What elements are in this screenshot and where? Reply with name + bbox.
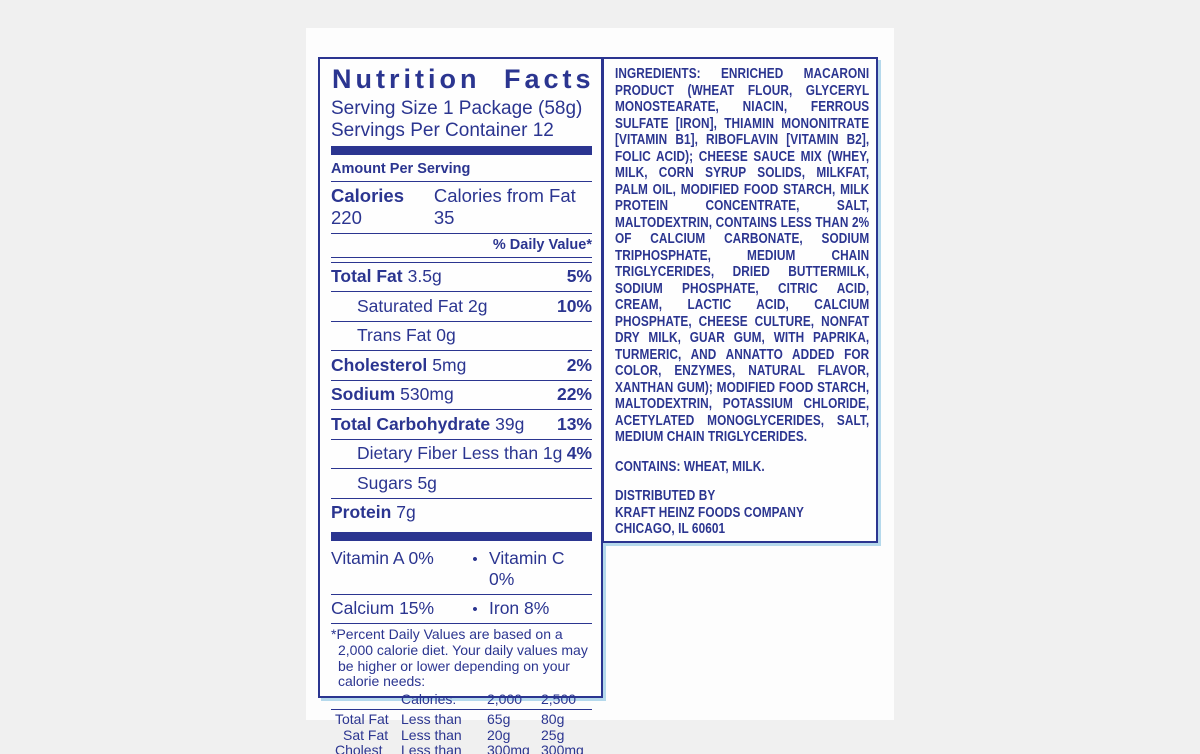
nutrient-name: Sodium	[331, 384, 396, 404]
serving-size: Serving Size 1 Package (58g)	[331, 98, 583, 119]
dv-table-calories-label: Calories:	[401, 691, 457, 708]
dv-table-row-total-fat: Total Fat Less than 65g 80g	[331, 712, 592, 728]
daily-value-header: % Daily Value*	[492, 237, 592, 253]
nutrient-amount: 2g	[468, 295, 488, 316]
nutrient-amount: 5g	[417, 472, 437, 493]
nutrient-name: Cholesterol	[331, 354, 428, 375]
contains-statement: CONTAINS: WHEAT, MILK.	[615, 458, 765, 475]
bullet-dot-icon: •	[472, 551, 478, 568]
ingredients-text: INGREDIENTS: ENRICHED MACARONI PRODUCT (…	[615, 66, 870, 445]
thick-divider-bar	[331, 146, 592, 155]
micronutrient-row-2: Calcium 15% • Iron 8%	[331, 594, 592, 623]
dv-row-name: Total Fat	[335, 711, 389, 728]
dv-row-qualifier: Less than	[401, 711, 462, 728]
distributed-by-line: DISTRIBUTED BY	[615, 488, 716, 504]
nutrient-row-trans-fat: Trans Fat 0g	[331, 320, 592, 351]
calories-row: Calories 220 Calories from Fat 35	[331, 182, 592, 233]
dv-row-2500: 80g	[541, 711, 565, 728]
nutrient-amount: 530mg	[400, 384, 454, 404]
nutrient-name: Total Carbohydrate	[331, 413, 491, 434]
nutrient-dv: 13%	[556, 413, 592, 434]
nutrient-row-total-carbohydrate: Total Carbohydrate 39g 13%	[331, 409, 592, 439]
nutrient-dv: 4%	[566, 443, 592, 463]
nutrient-amount: 39g	[495, 413, 525, 434]
bullet-dot-icon: •	[472, 601, 478, 618]
dv-row-2000: 300mg	[487, 742, 530, 754]
nutrient-row-cholesterol: Cholesterol 5mg 2%	[331, 350, 592, 380]
dv-row-name: Sat Fat	[343, 726, 389, 743]
servings-per-container: Servings Per Container 12	[331, 119, 554, 141]
nutrient-row-protein: Protein 7g	[331, 497, 592, 528]
nutrient-name: Dietary Fiber	[357, 443, 458, 463]
hairline-rule	[331, 181, 592, 182]
nutrient-dv: 5%	[566, 266, 592, 286]
daily-values-footnote: *Percent Daily Values are based on a 2,0…	[331, 626, 588, 690]
dv-row-qualifier: Less than	[401, 742, 462, 754]
dv-table-row-sat-fat: Sat Fat Less than 20g 25g	[331, 726, 592, 744]
nutrition-facts-title: Nutrition Facts	[332, 64, 595, 94]
nutrient-dv: 2%	[566, 354, 592, 375]
hairline-rule	[331, 233, 592, 234]
dv-table-body: Total Fat Less than 65g 80g Sat Fat Less…	[331, 709, 592, 754]
hairline-rule	[331, 623, 592, 624]
micronutrient-row-1: Vitamin A 0% • Vitamin C 0%	[331, 545, 592, 594]
nutrient-name: Sugars	[357, 472, 413, 493]
nutrient-row-saturated-fat: Saturated Fat 2g 10%	[331, 291, 592, 321]
iron-value: Iron 8%	[489, 598, 550, 618]
nutrient-name: Total Fat	[331, 266, 403, 286]
dv-row-2500: 300mg	[541, 742, 584, 754]
nutrient-name: Trans Fat	[357, 325, 432, 345]
amount-per-serving-label: Amount Per Serving	[331, 161, 471, 177]
dv-table-row-cholest: Cholest Less than 300mg 300mg	[331, 743, 592, 754]
nutrient-row-total-fat: Total Fat 3.5g 5%	[331, 263, 592, 292]
nutrient-amount: 5mg	[432, 354, 467, 375]
calcium-value: Calcium 15%	[331, 598, 435, 618]
calories-value: 220	[331, 207, 362, 228]
calories-label-value: Calories 220	[331, 185, 434, 229]
nutrient-name: Saturated Fat	[357, 295, 464, 316]
nutrition-facts-panel: Nutrition Facts Serving Size 1 Package (…	[318, 57, 603, 754]
company-city-line: CHICAGO, IL 60601	[615, 521, 726, 537]
dv-table-header: Calories: 2,000 2,500	[331, 691, 592, 709]
dv-row-2000: 20g	[487, 726, 511, 743]
dv-row-qualifier: Less than	[401, 726, 462, 743]
nutrient-amount: Less than 1g	[462, 443, 563, 463]
dv-row-name: Cholest	[335, 742, 383, 754]
thick-divider-bar	[331, 532, 592, 541]
ingredients-panel: INGREDIENTS: ENRICHED MACARONI PRODUCT (…	[602, 57, 878, 543]
nutrient-amount: 0g	[436, 325, 456, 345]
dv-table-col-2000: 2,000	[487, 691, 523, 708]
calories-label: Calories	[331, 185, 405, 206]
calories-from-fat: Calories from Fat 35	[433, 185, 576, 228]
nutrient-amount: 3.5g	[407, 266, 442, 286]
nutrient-amount: 7g	[396, 502, 416, 522]
dv-row-2000: 65g	[487, 711, 511, 728]
ingredients-content: INGREDIENTS: ENRICHED MACARONI PRODUCT (…	[615, 66, 869, 538]
dv-table-col-2500: 2,500	[541, 691, 577, 708]
vitamin-c-value: Vitamin C 0%	[489, 548, 565, 589]
nutrient-dv: 10%	[556, 295, 592, 316]
nutrient-row-dietary-fiber: Dietary Fiber Less than 1g 4%	[331, 438, 592, 469]
double-rule	[331, 257, 592, 263]
nutrient-row-sugars: Sugars 5g	[331, 468, 592, 498]
company-name-line: KRAFT HEINZ FOODS COMPANY	[615, 504, 804, 521]
dv-reference-table: Calories: 2,000 2,500 Total Fat Less tha…	[331, 691, 592, 754]
nutrient-dv: 22%	[556, 384, 592, 404]
vitamin-a-value: Vitamin A 0%	[331, 548, 434, 568]
nutrient-row-sodium: Sodium 530mg 22%	[331, 379, 592, 410]
dv-row-2500: 25g	[541, 726, 565, 743]
nutrient-name: Protein	[331, 502, 392, 522]
